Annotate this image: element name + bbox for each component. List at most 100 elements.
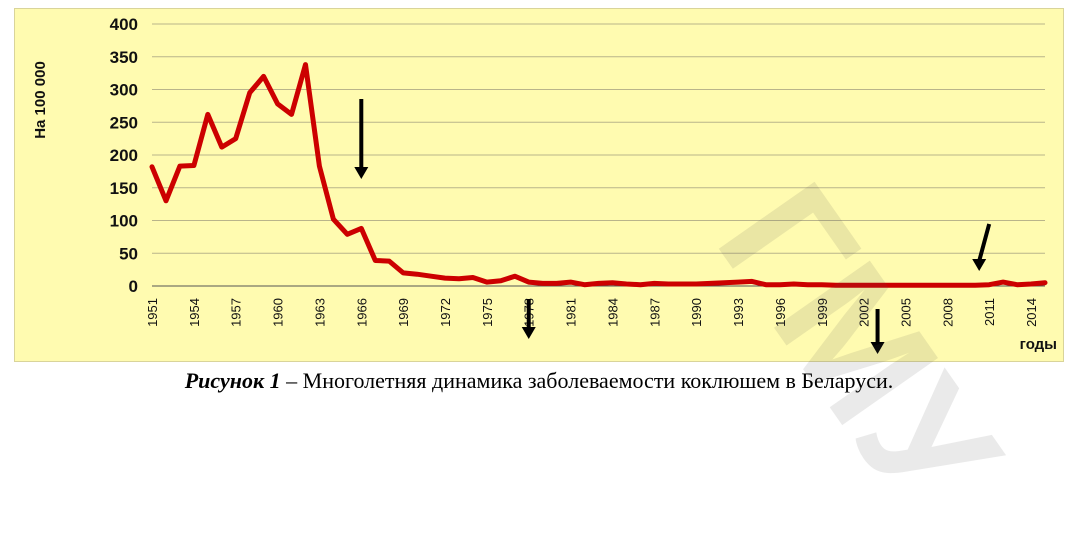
data-point bbox=[513, 274, 517, 278]
data-point bbox=[499, 279, 503, 283]
x-tick-label: 2002 bbox=[857, 298, 872, 327]
data-point bbox=[917, 283, 921, 287]
data-point bbox=[680, 282, 684, 286]
data-point bbox=[750, 279, 754, 283]
marker-arrow-head bbox=[870, 342, 885, 354]
x-tick-label: 1981 bbox=[564, 298, 579, 327]
data-point bbox=[206, 112, 210, 116]
data-point bbox=[527, 280, 531, 284]
data-point bbox=[1029, 282, 1033, 286]
data-point bbox=[220, 145, 224, 149]
x-tick-label: 1975 bbox=[480, 298, 495, 327]
data-point bbox=[1015, 283, 1019, 287]
data-point bbox=[834, 283, 838, 287]
x-tick-label: 1963 bbox=[312, 298, 327, 327]
data-point bbox=[457, 277, 461, 281]
data-point bbox=[471, 275, 475, 279]
marker-arrow-head bbox=[354, 167, 369, 179]
data-point bbox=[415, 272, 419, 276]
data-point bbox=[931, 283, 935, 287]
data-point bbox=[792, 282, 796, 286]
data-point bbox=[806, 283, 810, 287]
data-point bbox=[848, 283, 852, 287]
x-tick-label: 1960 bbox=[271, 298, 286, 327]
x-tick-label: 1993 bbox=[731, 298, 746, 327]
data-point bbox=[736, 280, 740, 284]
data-point bbox=[666, 282, 670, 286]
data-point bbox=[248, 91, 252, 95]
y-tick-label: 50 bbox=[119, 244, 138, 263]
data-point bbox=[959, 283, 963, 287]
data-point bbox=[164, 199, 168, 203]
data-point bbox=[276, 102, 280, 106]
data-point bbox=[192, 163, 196, 167]
x-tick-label: 1996 bbox=[773, 298, 788, 327]
data-point bbox=[290, 112, 294, 116]
series-line bbox=[149, 62, 1048, 288]
data-point bbox=[973, 283, 977, 287]
data-point bbox=[820, 283, 824, 287]
x-tick-label: 1966 bbox=[354, 298, 369, 327]
x-tick-label: 1969 bbox=[396, 298, 411, 327]
x-tick-label: 1990 bbox=[689, 298, 704, 327]
figure-caption: Рисунок 1 – Многолетняя динамика заболев… bbox=[0, 368, 1078, 394]
data-point bbox=[262, 74, 266, 78]
data-point bbox=[722, 281, 726, 285]
x-tick-label: 2005 bbox=[898, 298, 913, 327]
y-tick-label: 100 bbox=[110, 212, 138, 231]
data-point bbox=[708, 281, 712, 285]
x-tick-label: 2011 bbox=[982, 298, 997, 326]
y-axis-label: На 100 000 bbox=[32, 61, 49, 139]
data-point bbox=[178, 164, 182, 168]
data-point bbox=[359, 226, 363, 230]
data-point bbox=[1001, 280, 1005, 284]
y-tick-label: 250 bbox=[110, 113, 138, 132]
data-point bbox=[317, 164, 321, 168]
data-point bbox=[987, 283, 991, 287]
data-point bbox=[945, 283, 949, 287]
y-tick-label: 200 bbox=[110, 146, 138, 165]
x-tick-label: 2014 bbox=[1024, 298, 1039, 327]
data-point bbox=[234, 137, 238, 141]
data-point bbox=[485, 280, 489, 284]
data-point bbox=[778, 283, 782, 287]
figure-label: Рисунок 1 bbox=[184, 368, 281, 393]
data-point bbox=[694, 282, 698, 286]
chart-panel: 0 50 100 150 200 250 300 350 400 1951 1954 1957 1960… bbox=[14, 8, 1064, 362]
data-point bbox=[345, 232, 349, 236]
data-point bbox=[610, 281, 614, 285]
data-point bbox=[373, 258, 377, 262]
y-tick-label: 400 bbox=[110, 15, 138, 34]
x-tick-label: 1984 bbox=[605, 298, 620, 327]
data-point bbox=[541, 281, 545, 285]
data-point bbox=[303, 63, 307, 67]
data-point bbox=[443, 276, 447, 280]
data-point bbox=[876, 283, 880, 287]
data-point bbox=[401, 271, 405, 275]
x-axis-label: годы bbox=[1020, 336, 1057, 353]
y-tick-label: 150 bbox=[110, 179, 138, 198]
data-point bbox=[862, 283, 866, 287]
data-point bbox=[764, 283, 768, 287]
data-point bbox=[555, 281, 559, 285]
marker-arrow-head bbox=[521, 327, 536, 339]
data-point bbox=[331, 217, 335, 221]
marker-arrow-head bbox=[972, 259, 987, 271]
data-point bbox=[429, 274, 433, 278]
x-tick-label: 1999 bbox=[815, 298, 830, 327]
x-tick-label: 1987 bbox=[647, 298, 662, 327]
data-point bbox=[624, 282, 628, 286]
data-point bbox=[890, 283, 894, 287]
line-chart: 0 50 100 150 200 250 300 350 400 1951 1954 1957 1960… bbox=[32, 15, 1057, 354]
x-tick-label: 1951 bbox=[145, 298, 160, 327]
x-tick-label: 2008 bbox=[940, 298, 955, 327]
y-tick-label: 0 bbox=[129, 277, 138, 296]
data-point bbox=[583, 283, 587, 287]
caption-text: – Многолетняя динамика заболеваемости ко… bbox=[280, 368, 894, 393]
data-point bbox=[597, 281, 600, 285]
y-tick-label: 300 bbox=[110, 81, 138, 100]
x-tick-label: 1954 bbox=[187, 298, 202, 327]
x-tick-label: 1957 bbox=[229, 298, 244, 327]
marker-arrow-shaft bbox=[977, 223, 992, 262]
x-tick-label: 1972 bbox=[438, 298, 453, 327]
